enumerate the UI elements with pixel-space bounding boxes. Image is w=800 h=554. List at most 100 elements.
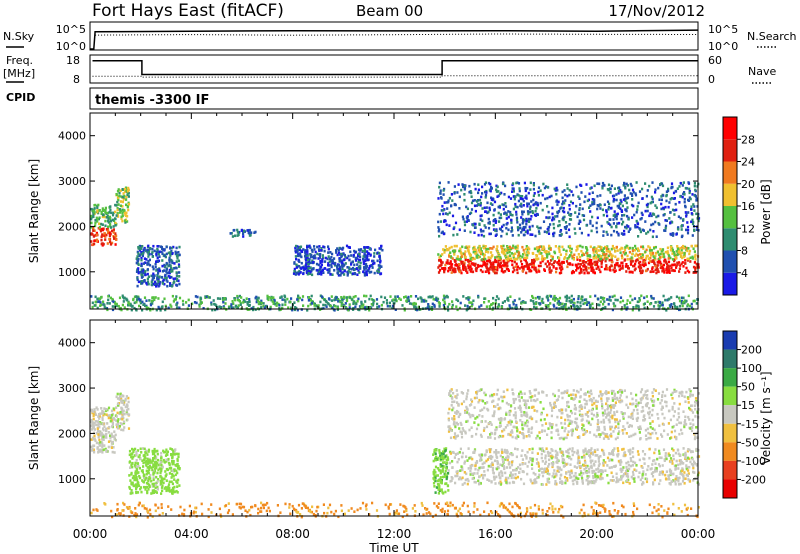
cpid-label: CPID [6, 91, 35, 104]
power-colorbar-cell-1 [723, 250, 737, 273]
power-region-9 [90, 294, 699, 312]
velocity-region-2 [128, 447, 181, 495]
freq-left-label-1: Freq. [6, 54, 33, 67]
noise-line-1 [95, 33, 699, 36]
velocity-colorbar: 200 100 50 15 -15 -50 -100 -200 Velocity [m s⁻¹… [722, 330, 773, 499]
power-colorbar-cell-4 [723, 183, 737, 206]
freq-panel-frame [89, 54, 699, 84]
freq-right-tick-bottom: 0 [708, 73, 715, 86]
velocity-colorbar-cell-6 [723, 442, 737, 461]
velocity-region-0 [90, 406, 118, 454]
power-colorbar: 4 8 12 16 20 24 28 Power [dB] [722, 116, 773, 296]
freq-right-tick-top: 60 [708, 54, 722, 67]
freq-left-tick-top: 18 [66, 54, 80, 67]
power-region-4 [229, 228, 257, 238]
power-colorbar-label: Power [dB] [759, 179, 773, 244]
x-tick-label-1: 04:00 [174, 527, 209, 541]
cpid-panel: CPID themis -3300 IF [6, 87, 699, 110]
x-axis-label: Time UT [368, 541, 419, 554]
velocity-colorbar-tick-label-3: 15 [741, 399, 755, 412]
velocity-panel-background [90, 320, 698, 516]
station-title: Fort Hays East (fitACF) [92, 1, 284, 21]
velocity-region-4 [447, 447, 701, 486]
noise-left-tick-bottom: 10^0 [56, 40, 86, 53]
velocity-colorbar-label: Velocity [m s⁻¹] [759, 371, 773, 464]
velocity-ytick-label-1: 2000 [58, 427, 86, 440]
power-ytick-label-3: 4000 [58, 130, 86, 143]
velocity-colorbar-tick-label-6: -100 [741, 455, 766, 468]
velocity-colorbar-cell-8 [723, 479, 737, 498]
velocity-ytick-label-0: 1000 [58, 473, 86, 486]
power-region-1 [90, 203, 118, 229]
power-colorbar-cell-7 [723, 117, 737, 140]
power-colorbar-tick-label-6: 28 [741, 133, 755, 146]
date-title: 17/Nov/2012 [608, 2, 705, 20]
noise-left-label: N.Sky [3, 30, 35, 43]
power-y-axis-label: Slant Range [km] [27, 159, 41, 263]
power-panel-background [90, 113, 698, 309]
freq-line-1 [92, 75, 698, 78]
velocity-ytick-label-2: 3000 [58, 382, 86, 395]
freq-left-tick-bottom: 8 [73, 73, 80, 86]
power-colorbar-cell-2 [723, 228, 737, 251]
velocity-colorbar-frame [722, 330, 738, 499]
noise-right-label: N.Search [747, 30, 797, 43]
velocity-colorbar-tick-label-5: -50 [741, 436, 759, 449]
power-colorbar-cell-0 [723, 272, 737, 295]
power-region-0 [90, 226, 118, 247]
velocity-colorbar-tick-label-4: -15 [741, 418, 759, 431]
power-colorbar-tick-label-1: 8 [741, 245, 748, 258]
freq-line-0 [92, 59, 698, 76]
velocity-colorbar-cell-0 [723, 331, 737, 350]
power-colorbar-tick-label-3: 16 [741, 200, 755, 213]
velocity-colorbar-cell-2 [723, 368, 737, 387]
freq-left-label-2: [MHz] [3, 67, 35, 80]
power-colorbar-tick-label-5: 24 [741, 156, 755, 169]
freq-right-label: Nave [748, 65, 776, 78]
power-colorbar-tick-label-2: 12 [741, 222, 755, 235]
noise-panel-frame [89, 21, 699, 51]
power-colorbar-cell-6 [723, 139, 737, 162]
x-tick-label-5: 20:00 [579, 527, 614, 541]
velocity-region-5 [447, 388, 700, 441]
power-region-2 [115, 186, 131, 224]
power-region-7 [437, 244, 700, 261]
velocity-colorbar-cell-1 [723, 349, 737, 369]
velocity-colorbar-cell-4 [723, 405, 737, 424]
power-colorbar-cell-5 [723, 161, 737, 184]
power-panel: 1000 2000 3000 4000 Slant Range [km] [27, 112, 701, 312]
x-tick-label-3: 12:00 [377, 527, 412, 541]
x-tick-label-4: 16:00 [478, 527, 513, 541]
power-ytick-label-1: 2000 [58, 220, 86, 233]
noise-right-tick-top: 10^5 [708, 23, 738, 36]
velocity-colorbar-cell-3 [723, 386, 737, 406]
velocity-region-1 [115, 392, 131, 432]
velocity-colorbar-tick-label-7: -200 [741, 473, 766, 486]
velocity-colorbar-cell-5 [723, 423, 737, 443]
x-tick-label-2: 08:00 [275, 527, 310, 541]
velocity-panel: 1000 2000 3000 4000 Slant Range [km] [27, 319, 701, 519]
power-colorbar-tick-label-0: 4 [741, 267, 748, 280]
velocity-y-axis-label: Slant Range [km] [27, 366, 41, 470]
x-tick-label-6: 00:00 [681, 527, 716, 541]
power-region-3 [135, 244, 181, 288]
velocity-region-3 [432, 447, 450, 495]
power-region-5 [292, 244, 384, 277]
velocity-ytick-label-3: 4000 [58, 337, 86, 350]
noise-right-tick-bottom: 10^0 [708, 40, 738, 53]
power-colorbar-tick-label-4: 20 [741, 178, 755, 191]
power-region-8 [437, 181, 701, 239]
noise-panel: N.Sky 10^5 10^0 10^5 10^0 N.Search [3, 21, 797, 53]
velocity-colorbar-cell-7 [723, 460, 737, 480]
power-colorbar-cell-3 [723, 206, 737, 229]
power-panel-frame [89, 112, 699, 310]
power-ytick-label-0: 1000 [58, 266, 86, 279]
velocity-colorbar-tick-label-2: 50 [741, 381, 755, 394]
velocity-panel-frame [89, 319, 699, 517]
frequency-panel: Freq. [MHz] 18 8 60 0 Nave [3, 54, 776, 86]
x-tick-label-0: 00:00 [73, 527, 108, 541]
beam-title: Beam 00 [356, 2, 423, 20]
noise-line-0 [90, 29, 699, 50]
noise-left-tick-top: 10^5 [56, 23, 86, 36]
